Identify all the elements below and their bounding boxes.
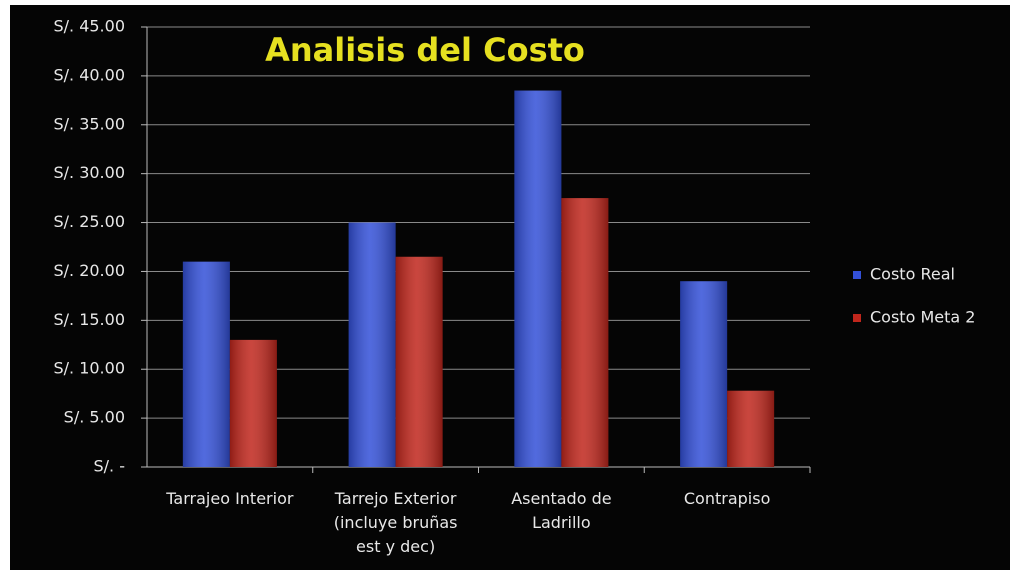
- chart-title: Analisis del Costo: [265, 31, 585, 69]
- y-tick-label: S/. 5.00: [64, 408, 125, 427]
- bar-shade: [395, 256, 443, 467]
- y-tick-label: S/. 45.00: [53, 17, 125, 36]
- y-tick-label: S/. 30.00: [53, 163, 125, 182]
- bar-shade: [348, 222, 396, 467]
- y-tick-label: S/. 25.00: [53, 212, 125, 231]
- legend-swatch: [853, 271, 861, 279]
- chart-background: [10, 5, 1010, 570]
- y-tick-label: S/. 20.00: [53, 261, 125, 280]
- x-tick-label: Asentado de Ladrillo: [511, 489, 611, 532]
- y-tick-label: S/. 10.00: [53, 359, 125, 378]
- bar-shade: [229, 339, 277, 467]
- bar-shade: [561, 198, 609, 467]
- bar-shade: [727, 390, 775, 467]
- bar-shade: [182, 261, 230, 467]
- legend-swatch: [853, 314, 861, 322]
- y-tick-label: S/. 15.00: [53, 310, 125, 329]
- bar-shade: [680, 281, 728, 467]
- legend-label: Costo Real: [870, 265, 955, 284]
- x-tick-label: Contrapiso: [684, 489, 770, 508]
- x-tick-label: Tarrajeo Interior: [165, 489, 294, 508]
- bar-shade: [514, 90, 562, 468]
- y-tick-label: S/. 35.00: [53, 114, 125, 133]
- y-tick-label: S/. 40.00: [53, 65, 125, 84]
- y-tick-label: S/. -: [94, 457, 126, 476]
- legend-label: Costo Meta 2: [870, 308, 975, 327]
- x-tick-label: Tarrejo Exterior (incluye bruñas est y dec…: [334, 489, 458, 556]
